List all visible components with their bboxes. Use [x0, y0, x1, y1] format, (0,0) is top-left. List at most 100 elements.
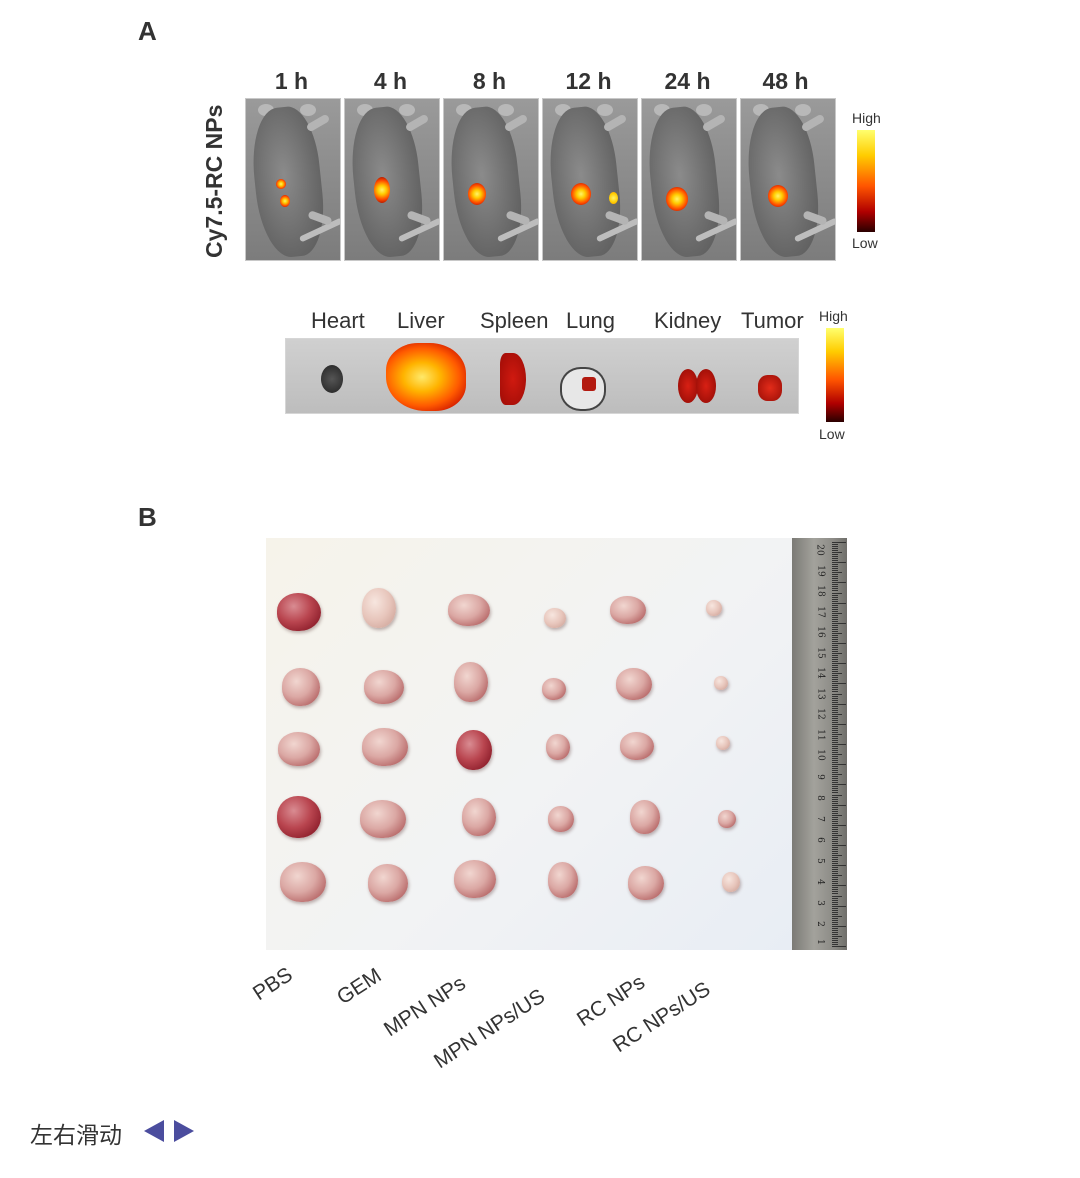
ruler-tick: [832, 897, 838, 899]
ruler-tick: [832, 917, 838, 919]
organ-label: Heart: [311, 308, 365, 333]
ruler-number: 15: [815, 647, 826, 659]
ruler-tick: [832, 786, 838, 788]
ruler-tick: [832, 737, 838, 739]
ruler-tick: [832, 653, 842, 655]
ruler-number: 6: [814, 837, 825, 843]
ruler-tick: [832, 943, 838, 945]
ruler-tick: [832, 772, 838, 774]
ruler-tick: [832, 836, 838, 838]
mouse-image-24h: [641, 98, 737, 261]
row-label: Cy7.5-RC NPs: [201, 104, 227, 258]
timepoint-label: 12 h: [565, 68, 612, 94]
ruler-tick: [832, 677, 838, 679]
ruler-tick: [832, 592, 842, 594]
ruler-tick: [832, 552, 842, 554]
ruler-tick: [832, 687, 838, 689]
tumor: [362, 728, 408, 766]
ruler-tick: [832, 857, 838, 859]
ruler-tick: [832, 822, 838, 824]
ruler-tick: [832, 941, 838, 943]
ruler-number: 20: [814, 544, 825, 556]
ruler-tick: [832, 802, 838, 804]
timepoint-label: 48 h: [762, 68, 809, 94]
ruler-tick: [832, 725, 838, 727]
timepoint-label: 4 h: [373, 68, 408, 94]
ruler-tick: [832, 816, 838, 818]
ruler-tick: [832, 618, 838, 620]
ruler-tick: [832, 717, 838, 719]
ruler-tick: [832, 580, 838, 582]
ruler-tick: [832, 647, 838, 649]
arrow-right-icon[interactable]: [174, 1120, 194, 1142]
tumor: [454, 662, 488, 702]
ruler-tick: [832, 542, 846, 543]
ruler-tick: [832, 838, 838, 840]
ruler-number: 19: [815, 565, 826, 577]
organ-label: Tumor: [741, 308, 804, 333]
ruler-tick: [832, 927, 838, 929]
ruler-tick: [832, 713, 842, 715]
ruler-tick: [832, 657, 838, 659]
ruler-tick: [832, 879, 838, 881]
ex-vivo-organ-image: [285, 338, 799, 414]
tumor: [544, 608, 566, 628]
ruler-tick: [832, 903, 838, 905]
ruler-tick: [832, 776, 838, 778]
panel-a-letter: A: [138, 16, 157, 46]
ruler-tick: [832, 622, 846, 624]
ruler-number: 8: [814, 795, 825, 801]
ruler-tick: [832, 562, 846, 564]
ruler-tick: [832, 766, 838, 768]
ruler-tick: [832, 750, 838, 752]
mouse-image-1h: [245, 98, 341, 261]
ruler-tick: [832, 931, 838, 933]
ruler-tick: [832, 681, 838, 683]
ruler-number: 11: [815, 729, 826, 741]
ruler-tick: [832, 608, 838, 610]
ruler-tick: [832, 673, 842, 675]
ruler-tick: [832, 566, 838, 568]
ruler: [792, 538, 847, 950]
ruler-number: 16: [815, 626, 826, 638]
tumor: [462, 798, 496, 836]
ruler-tick: [832, 594, 838, 596]
ruler-tick: [832, 558, 838, 560]
group-label: PBS: [248, 962, 297, 1006]
ruler-tick: [832, 756, 838, 758]
tumor: [368, 864, 408, 902]
ruler-tick: [832, 685, 838, 687]
scale-low-label: Low: [852, 235, 878, 251]
ruler-tick: [832, 885, 846, 887]
ruler-tick: [832, 659, 838, 661]
ruler-tick: [832, 731, 838, 733]
tumor: [628, 866, 664, 900]
ruler-tick: [832, 859, 838, 861]
tumor: [548, 862, 578, 898]
tumor: [610, 596, 646, 624]
ruler-tick: [832, 875, 842, 877]
ruler-tick: [832, 845, 846, 846]
ruler-tick: [832, 818, 838, 820]
ruler-tick: [832, 784, 846, 786]
ruler-tick: [832, 588, 838, 590]
arrow-left-icon[interactable]: [144, 1120, 164, 1142]
ruler-tick: [832, 624, 838, 626]
ruler-tick: [832, 723, 846, 725]
tumor-organ: [758, 375, 782, 401]
ruler-tick: [832, 586, 838, 588]
ruler-tick: [832, 610, 838, 612]
ruler-tick: [832, 847, 838, 849]
ruler-tick: [832, 614, 838, 616]
tumor: [620, 732, 654, 760]
ruler-tick: [832, 636, 838, 638]
ruler-tick: [832, 640, 838, 642]
ruler-tick: [832, 861, 838, 863]
ruler-tick: [832, 758, 838, 760]
ruler-tick: [832, 788, 838, 790]
ruler-tick: [832, 576, 838, 578]
ruler-tick: [832, 907, 838, 909]
ruler-number: 17: [815, 606, 826, 618]
ruler-tick: [832, 782, 838, 784]
tumor: [542, 678, 566, 700]
